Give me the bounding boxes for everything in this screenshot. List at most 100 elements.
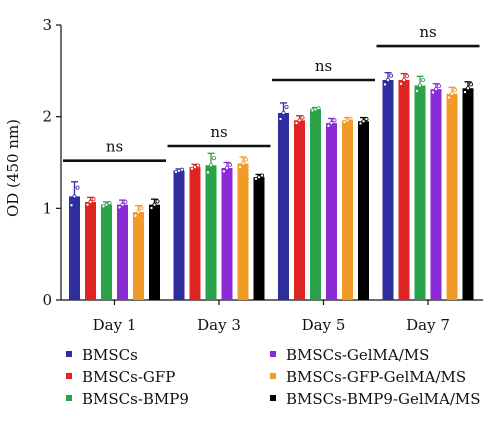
data-point: [284, 104, 289, 109]
data-point: [329, 121, 334, 126]
data-point: [155, 199, 160, 204]
data-point: [120, 202, 125, 207]
y-axis-title: OD (450 nm): [4, 119, 22, 217]
legend-label: BMSCs-GFP: [82, 368, 175, 386]
y-tick-label: 2: [42, 108, 52, 126]
legend-label: BMSCs: [82, 346, 138, 364]
y-tick-label: 3: [42, 16, 52, 34]
data-point: [414, 89, 419, 94]
bar: [382, 80, 394, 300]
data-point: [101, 204, 106, 209]
data-point: [342, 119, 347, 124]
bar-series-group: [69, 72, 474, 301]
data-point: [364, 117, 369, 122]
significance-group: ns ns ns ns: [63, 23, 480, 162]
x-category-label: Day 7: [406, 316, 450, 334]
data-point: [117, 205, 122, 210]
data-point: [189, 166, 194, 171]
data-point: [294, 121, 299, 126]
data-point: [240, 161, 245, 166]
data-point: [345, 118, 350, 123]
data-point: [237, 165, 242, 170]
data-point: [88, 199, 93, 204]
significance-label: ns: [315, 57, 332, 75]
data-point: [348, 116, 353, 121]
y-axis: 0 1 2 3: [42, 16, 62, 309]
data-point: [297, 118, 302, 123]
data-point: [107, 201, 112, 206]
bar: [462, 88, 474, 300]
y-tick-label: 0: [42, 291, 52, 309]
data-point: [404, 74, 409, 79]
data-point: [136, 209, 141, 214]
bar: [237, 163, 249, 300]
data-point: [398, 81, 403, 86]
legend-swatch: [66, 395, 72, 401]
data-point: [104, 202, 109, 207]
significance-label: ns: [419, 23, 436, 41]
data-point: [385, 78, 390, 83]
data-point: [316, 106, 321, 111]
significance-label: ns: [210, 123, 227, 141]
data-point: [152, 202, 157, 207]
legend-swatch: [66, 373, 72, 379]
bar: [189, 167, 201, 300]
data-point: [420, 78, 425, 83]
data-point: [401, 78, 406, 83]
legend-swatch: [66, 351, 72, 357]
data-point: [221, 169, 226, 174]
data-point: [465, 86, 470, 91]
bar: [85, 201, 96, 300]
data-point: [281, 111, 286, 116]
bar: [69, 196, 80, 300]
bar: [430, 89, 442, 301]
bar: [173, 170, 185, 300]
bar: [101, 204, 112, 300]
data-point: [205, 170, 210, 175]
data-point: [361, 119, 366, 124]
legend-swatch: [270, 351, 276, 357]
bar: [342, 120, 353, 300]
data-point: [300, 115, 305, 120]
data-point: [382, 82, 387, 87]
data-point: [139, 206, 144, 211]
data-point: [452, 87, 457, 92]
data-point: [179, 167, 184, 172]
bar: [310, 109, 321, 300]
data-point: [430, 90, 435, 95]
data-point: [449, 91, 454, 96]
bar: [221, 168, 233, 300]
data-point: [227, 162, 232, 167]
data-point: [133, 213, 138, 218]
data-point: [256, 175, 261, 180]
data-point: [75, 185, 80, 190]
data-point: [446, 95, 451, 100]
data-point: [326, 123, 331, 128]
legend-label: BMSCs-GelMA/MS: [286, 346, 429, 364]
bar: [326, 123, 337, 300]
x-category-label: Day 1: [93, 316, 137, 334]
x-axis: Day 1 Day 3 Day 5 Day 7: [61, 299, 483, 334]
data-point: [433, 87, 438, 92]
legend-swatch: [270, 373, 276, 379]
bar: [398, 80, 410, 300]
significance-label: ns: [106, 138, 123, 156]
bar: [414, 85, 426, 300]
data-point: [417, 83, 422, 88]
x-category-label: Day 5: [302, 316, 346, 334]
bar: [133, 212, 144, 300]
data-point: [192, 165, 197, 170]
data-point: [253, 176, 258, 181]
y-tick-label: 1: [42, 199, 52, 217]
data-point: [224, 165, 229, 170]
data-point: [211, 156, 216, 161]
bar: [358, 121, 369, 300]
data-point: [69, 203, 74, 208]
bar: [253, 177, 265, 300]
data-point: [85, 202, 90, 207]
legend-label: BMSCs-BMP9-GelMA/MS: [286, 390, 481, 408]
legend-label: BMSCs-BMP9: [82, 390, 189, 408]
bar: [117, 204, 128, 300]
data-point: [243, 157, 248, 162]
